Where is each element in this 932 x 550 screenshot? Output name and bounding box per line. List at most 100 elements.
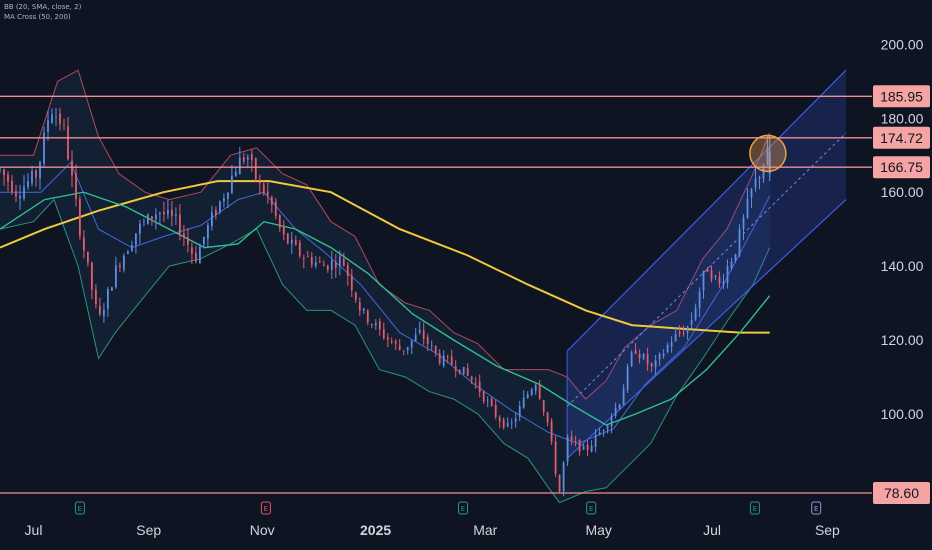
candle (246, 154, 249, 168)
candle-body (262, 184, 265, 195)
candle (410, 340, 413, 355)
candle-body (43, 132, 45, 164)
candle (562, 461, 565, 497)
candle (498, 415, 501, 428)
candle (462, 366, 465, 375)
candle-body (674, 333, 677, 341)
candle-body (438, 353, 441, 364)
candle (590, 440, 593, 453)
earnings-marker-box (260, 501, 271, 515)
candle (358, 297, 361, 316)
candle-body (366, 310, 369, 323)
candle (342, 252, 345, 267)
candle (390, 337, 393, 345)
candle (163, 201, 165, 222)
highlight (749, 134, 787, 173)
candle (634, 343, 637, 355)
candle-body (87, 251, 89, 263)
candle-body (490, 398, 493, 406)
candle-body (514, 418, 517, 423)
candle-body (7, 174, 9, 182)
candle (346, 262, 349, 286)
price-levels: 185.95 174.72 166.75 78.60 (0, 85, 930, 504)
candle-body (622, 388, 625, 406)
candle (690, 312, 693, 329)
candle (266, 182, 269, 204)
candle (362, 307, 365, 314)
level-badge (873, 156, 930, 179)
candle-body (75, 173, 77, 200)
candle (606, 423, 609, 434)
candle (7, 171, 9, 192)
candle (59, 107, 61, 131)
candle-body (734, 254, 737, 261)
candle (290, 231, 293, 254)
candle (143, 218, 145, 227)
earnings-marker: E (458, 501, 468, 515)
candle-body (211, 212, 213, 227)
candle-body (454, 366, 457, 371)
time-tick-label: Jul (25, 522, 43, 538)
candle (706, 267, 709, 272)
candle-body (19, 196, 21, 199)
earnings-marker-symbol: E (78, 505, 82, 513)
earnings-marker-box (458, 501, 468, 515)
candle (147, 213, 149, 225)
candle (107, 286, 109, 317)
bb-lower-line (0, 198, 771, 504)
candle-body (746, 198, 749, 218)
candle (374, 319, 377, 330)
candle-body (362, 308, 365, 311)
candle-body (286, 233, 289, 244)
candle-body (558, 474, 561, 492)
candle (442, 350, 445, 368)
candle (758, 175, 761, 190)
indicator-label-ma-cross[interactable]: MA Cross (50, 200) (4, 13, 71, 21)
candle-body (598, 432, 601, 435)
candle (402, 350, 405, 356)
earnings-marker: E (260, 501, 271, 515)
candle-body (39, 161, 41, 179)
candle (662, 348, 665, 359)
candle-body (31, 171, 33, 184)
candle-body (434, 346, 437, 353)
candle-body (119, 265, 121, 267)
candle-body (530, 389, 533, 395)
candle-body (346, 265, 349, 277)
candle (450, 349, 453, 366)
candle (131, 240, 133, 252)
candle-body (606, 425, 609, 430)
candle-body (219, 201, 221, 213)
candle (654, 355, 657, 376)
candle-body (238, 157, 241, 175)
candle (322, 260, 325, 267)
candle-body (498, 417, 501, 422)
candle-body (658, 353, 661, 360)
candle (75, 164, 77, 207)
candle-body (55, 116, 57, 118)
candle-body (378, 321, 381, 330)
candle (91, 261, 93, 300)
candle (386, 333, 389, 347)
price-tick-label: 160.00 (881, 184, 924, 200)
candle (470, 375, 473, 385)
candle (750, 188, 753, 208)
candle-body (726, 266, 729, 283)
candle (734, 253, 737, 263)
candle (310, 252, 313, 268)
candle (518, 400, 521, 422)
candle (191, 242, 193, 265)
indicator-label-bb[interactable]: BB (20, SMA, close, 2) (4, 3, 82, 11)
bollinger-bands (0, 69, 771, 504)
candle (262, 180, 265, 196)
candle-body (15, 191, 17, 197)
candle-body (394, 340, 397, 344)
candle (466, 363, 469, 377)
candle-body (406, 347, 409, 351)
level-badge-label: 166.75 (880, 159, 923, 175)
candle (614, 402, 617, 419)
candle (722, 273, 725, 290)
candle (554, 435, 557, 478)
candle-body (51, 114, 53, 123)
